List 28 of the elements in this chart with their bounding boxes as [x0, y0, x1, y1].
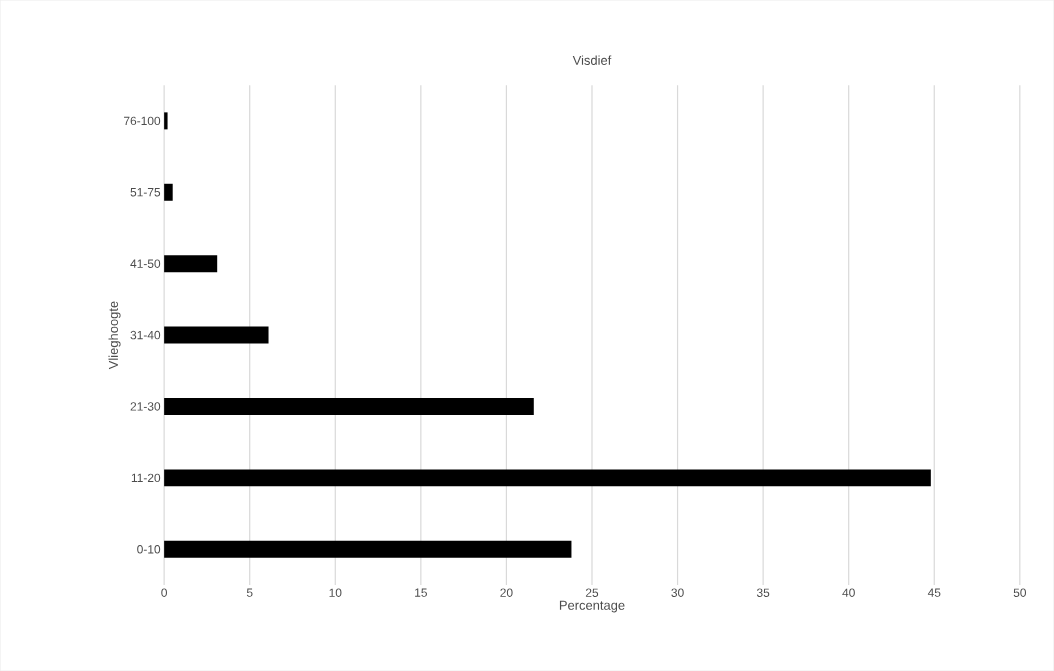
y-tick-label: 41-50 — [130, 259, 161, 268]
x-tick-label: 5 — [246, 588, 253, 597]
y-tick-label: 11-20 — [131, 473, 161, 483]
y-tick-label: 51-75 — [130, 188, 161, 197]
bar — [164, 183, 173, 201]
x-tick-label: 45 — [927, 588, 941, 597]
y-tick-label: 21-30 — [130, 402, 161, 411]
bar — [164, 326, 269, 344]
x-tick-label: 0 — [161, 588, 167, 597]
y-tick-label: 76-100 — [124, 116, 161, 126]
chart-title: Visdief — [572, 55, 612, 65]
x-axis-title: Percentage — [559, 600, 625, 613]
y-tick-label: 0-10 — [137, 544, 161, 554]
x-tick-label: 20 — [500, 588, 513, 597]
x-tick-label: 30 — [671, 588, 684, 597]
bar — [164, 112, 168, 130]
x-tick-label: 10 — [329, 588, 342, 597]
bar — [164, 540, 572, 558]
bar — [164, 469, 931, 487]
bar — [164, 255, 218, 273]
x-tick-label: 40 — [842, 588, 855, 597]
x-tick-label: 50 — [1013, 588, 1027, 597]
y-tick-label: 31-40 — [130, 330, 161, 340]
x-tick-label: 25 — [585, 588, 599, 597]
y-axis-title: Vlieghoogte — [108, 301, 121, 370]
bar — [164, 397, 534, 415]
x-tick-label: 15 — [415, 588, 427, 597]
x-tick-label: 35 — [756, 588, 770, 597]
